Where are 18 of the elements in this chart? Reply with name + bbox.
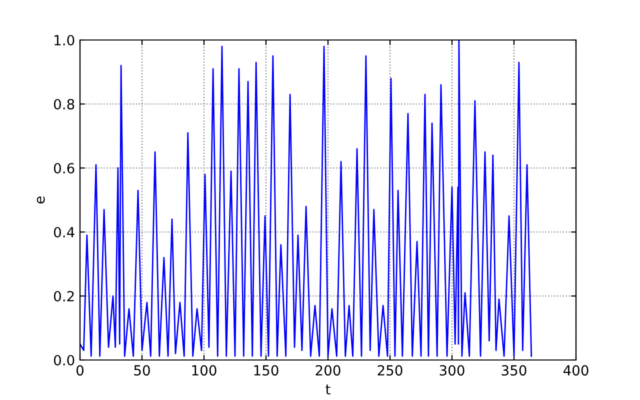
y-axis-title: e [36, 196, 45, 204]
line-series [80, 40, 532, 357]
y-tick-label: 0.0 [54, 354, 74, 366]
y-tick-label: 0.2 [54, 290, 74, 302]
y-tick-label: 0.6 [54, 162, 74, 174]
x-tick-label: 200 [316, 365, 340, 376]
x-axis-title: t [326, 384, 330, 394]
x-tick-label: 300 [440, 365, 464, 376]
y-tick-label: 0.4 [54, 226, 74, 238]
x-tick-label: 50 [134, 365, 150, 376]
y-tick-label: 0.8 [54, 98, 74, 110]
x-tick-label: 100 [192, 365, 216, 376]
x-tick-label: 400 [563, 365, 588, 376]
x-tick-label: 0 [76, 365, 84, 376]
x-tick-label: 150 [254, 365, 278, 376]
y-tick-label: 1.0 [54, 34, 74, 46]
x-tick-label: 350 [502, 365, 526, 376]
x-tick-label: 250 [378, 365, 402, 376]
